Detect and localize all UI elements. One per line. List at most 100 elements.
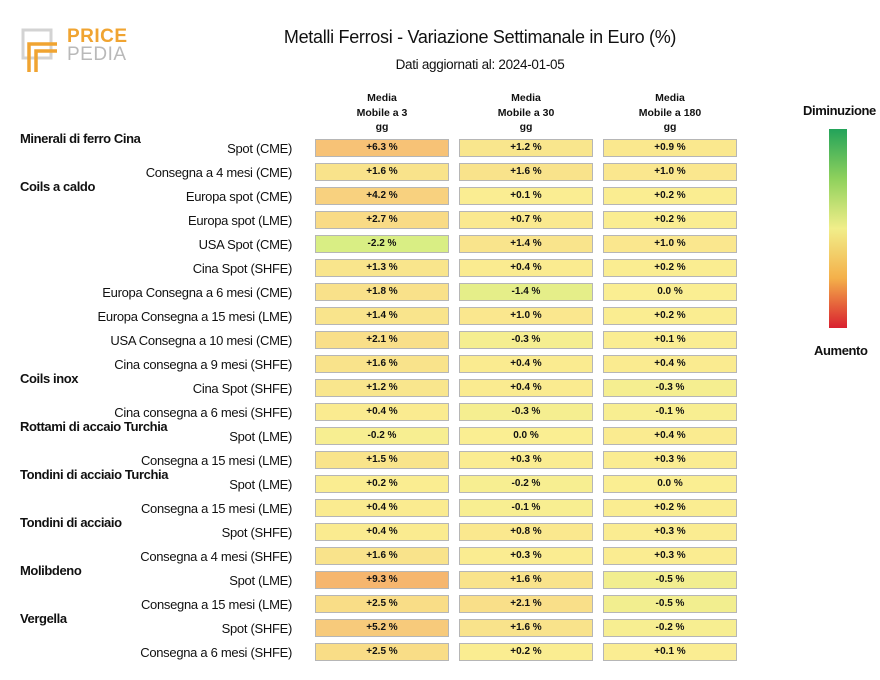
heatmap-cell: -0.3 % (459, 403, 593, 421)
heatmap-cell: +0.4 % (603, 355, 737, 373)
heatmap-cell: -2.2 % (315, 235, 449, 253)
heatmap-cell: +5.2 % (315, 619, 449, 637)
heatmap-cell: +0.3 % (603, 523, 737, 541)
heatmap-cell: +1.0 % (603, 163, 737, 181)
heatmap-cell: +0.4 % (603, 427, 737, 445)
column-header: Media Mobile a 30 gg (497, 92, 555, 133)
heatmap-cell: -0.2 % (315, 427, 449, 445)
table-row: Rottami di accaio Turchia Spot (LME) -0.2 … (0, 419, 880, 448)
group-label: Tondini di acciaio Turchia (20, 467, 169, 482)
table-row: Tondini di acciaio Spot (SHFE) +0.4 % +0.8 … (0, 515, 880, 544)
heatmap-cell: -1.4 % (459, 283, 593, 301)
group-label: Vergella (20, 611, 67, 626)
table-row: Coils inox Cina Spot (SHFE) +1.2 % +0.4 % -0… (0, 371, 880, 400)
heatmap-cell: -0.1 % (459, 499, 593, 517)
row-label: Consegna a 6 mesi (SHFE) (140, 645, 292, 660)
row-label: Cina consegna a 6 mesi (SHFE) (114, 405, 292, 420)
heatmap-cell: +2.7 % (315, 211, 449, 229)
logo-mark-icon (21, 28, 57, 72)
heatmap-cell: -0.2 % (459, 475, 593, 493)
table-row: Cina Spot (SHFE) +1.3 % +0.4 % +0.2 % (0, 256, 880, 280)
group-label: Tondini di acciaio (20, 515, 122, 530)
heatmap-cell: +0.9 % (603, 139, 737, 157)
heatmap-cell: +1.6 % (315, 547, 449, 565)
row-label: Spot (SHFE) (221, 525, 293, 540)
heatmap-cell: -0.5 % (603, 571, 737, 589)
heatmap-cell: +0.2 % (603, 211, 737, 229)
heatmap-cell: +1.5 % (315, 451, 449, 469)
heatmap-cell: +0.1 % (603, 331, 737, 349)
group-label: Coils inox (20, 371, 79, 386)
table-row: Consegna a 15 mesi (LME) +2.5 % +2.1 % -0.5… (0, 592, 880, 616)
table-row: Consegna a 4 mesi (CME) +1.6 % +1.6 % +1.0 … (0, 160, 880, 184)
row-label: Consegna a 4 mesi (SHFE) (140, 549, 292, 564)
heatmap-cell: +4.2 % (315, 187, 449, 205)
heatmap-cell: +1.3 % (315, 259, 449, 277)
group-label: Molibdeno (20, 563, 82, 578)
table-row: Tondini di acciaio Turchia Spot (LME) +0.2… (0, 467, 880, 496)
row-label: Europa spot (CME) (185, 189, 292, 204)
heatmap-cell: -0.3 % (459, 331, 593, 349)
heatmap-cell: +0.2 % (315, 475, 449, 493)
row-label: Cina consegna a 9 mesi (SHFE) (114, 357, 292, 372)
group-label: Rottami di accaio Turchia (20, 419, 168, 434)
heatmap-cell: +1.6 % (315, 355, 449, 373)
table-row: Europa Consegna a 6 mesi (CME) +1.8 % -1.4… (0, 280, 880, 304)
heatmap-cell: 0.0 % (459, 427, 593, 445)
heatmap-cell: +0.3 % (459, 547, 593, 565)
chart-subtitle: Dati aggiornati al: 2024-01-05 (395, 57, 565, 72)
heatmap-cell: +0.4 % (459, 259, 593, 277)
heatmap-cell: +0.4 % (315, 403, 449, 421)
row-label: Spot (SHFE) (221, 621, 293, 636)
heatmap-cell: -0.1 % (603, 403, 737, 421)
chart-title: Metalli Ferrosi - Variazione Settimanale… (283, 27, 677, 47)
table-row: USA Consegna a 10 mesi (CME) +2.1 % -0.3 %… (0, 328, 880, 352)
table-row: Europa spot (LME) +2.7 % +0.7 % +0.2 % (0, 208, 880, 232)
heatmap-cell: +0.2 % (603, 187, 737, 205)
heatmap-cell: +2.5 % (315, 595, 449, 613)
heatmap-cell: +0.2 % (459, 643, 593, 661)
table-row: Coils a caldo Europa spot (CME) +4.2 % +0.1… (0, 179, 880, 208)
row-label: Europa Consegna a 15 mesi (LME) (97, 309, 293, 324)
heatmap-cell: -0.3 % (603, 379, 737, 397)
heatmap-cell: +0.4 % (459, 355, 593, 373)
legend-bottom-label: Aumento (814, 343, 868, 358)
heatmap-cell: +2.1 % (315, 331, 449, 349)
row-label: USA Spot (CME) (198, 237, 293, 252)
row-label: Europa spot (LME) (187, 213, 292, 228)
heatmap-cell: +6.3 % (315, 139, 449, 157)
heatmap-cell: +0.4 % (315, 523, 449, 541)
row-label: Spot (LME) (229, 429, 292, 444)
heatmap-cell: +0.3 % (603, 547, 737, 565)
heatmap-cell: +2.5 % (315, 643, 449, 661)
heatmap-cell: +0.2 % (603, 259, 737, 277)
table-row: Consegna a 6 mesi (SHFE) +2.5 % +0.2 % +0.1… (0, 640, 880, 664)
heatmap-cell: +1.2 % (459, 139, 593, 157)
row-label: Spot (LME) (229, 477, 292, 492)
heatmap-cell: +0.2 % (603, 307, 737, 325)
heatmap-cell: +0.3 % (459, 451, 593, 469)
heatmap-cell: +9.3 % (315, 571, 449, 589)
heatmap-cell: -0.2 % (603, 619, 737, 637)
heatmap-cell: 0.0 % (603, 283, 737, 301)
heatmap-cell: -0.5 % (603, 595, 737, 613)
heatmap-cell: +0.8 % (459, 523, 593, 541)
column-header: Media Mobile a 180 gg (638, 92, 702, 133)
row-label: Cina Spot (SHFE) (192, 261, 293, 276)
heatmap-cell: +0.4 % (315, 499, 449, 517)
row-label: Consegna a 15 mesi (LME) (140, 453, 292, 468)
legend-top-label: Diminuzione (803, 103, 876, 118)
row-label: Spot (LME) (229, 573, 292, 588)
table-row: Cina consegna a 9 mesi (SHFE) +1.6 % +0.4 … (0, 352, 880, 376)
logo-price-text: PRICE (67, 26, 128, 47)
row-label: Cina Spot (SHFE) (192, 381, 293, 396)
heatmap-cell: +0.7 % (459, 211, 593, 229)
heatmap-cell: +1.8 % (315, 283, 449, 301)
heatmap-cell: +1.0 % (459, 307, 593, 325)
table-row: USA Spot (CME) -2.2 % +1.4 % +1.0 % (0, 232, 880, 256)
heatmap-cell: +1.4 % (459, 235, 593, 253)
table-row: Consegna a 15 mesi (LME) +0.4 % -0.1 % +0.2… (0, 496, 880, 520)
table-row: Vergella Spot (SHFE) +5.2 % +1.6 % -0.2 % (0, 611, 880, 640)
heatmap-cell: +2.1 % (459, 595, 593, 613)
table-row: Minerali di ferro Cina Spot (CME) +6.3 % +1… (0, 131, 880, 160)
